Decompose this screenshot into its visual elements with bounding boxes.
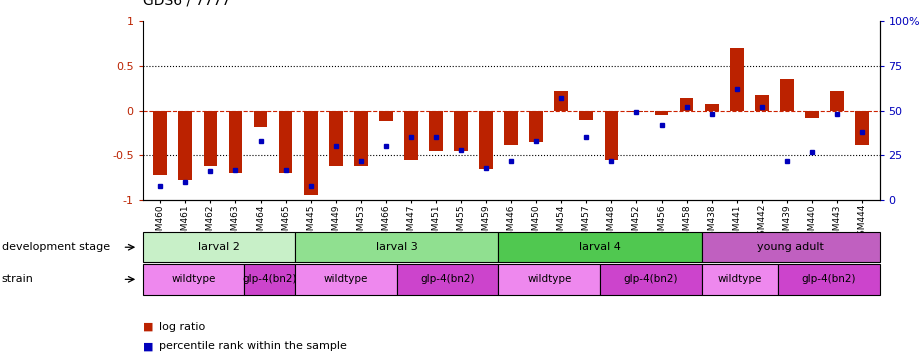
Text: percentile rank within the sample: percentile rank within the sample — [159, 341, 347, 351]
Bar — [228, 111, 242, 173]
Text: larval 2: larval 2 — [198, 242, 239, 252]
Bar — [579, 111, 593, 120]
Text: glp-4(bn2): glp-4(bn2) — [242, 274, 297, 285]
Text: young adult: young adult — [757, 242, 824, 252]
Text: larval 3: larval 3 — [376, 242, 418, 252]
Bar — [354, 111, 367, 166]
Bar — [780, 80, 794, 111]
Bar — [755, 95, 769, 111]
Bar — [830, 91, 844, 111]
Text: larval 4: larval 4 — [579, 242, 621, 252]
Text: development stage: development stage — [2, 242, 110, 252]
Bar — [379, 111, 392, 121]
Bar — [705, 104, 718, 111]
Text: wildtype: wildtype — [171, 274, 216, 285]
Bar — [805, 111, 819, 118]
Text: log ratio: log ratio — [159, 322, 205, 332]
Text: wildtype: wildtype — [527, 274, 571, 285]
Text: ■: ■ — [143, 341, 153, 351]
Bar — [204, 111, 217, 166]
Bar — [655, 111, 669, 115]
Bar — [855, 111, 869, 145]
Bar — [604, 111, 618, 160]
Bar — [404, 111, 418, 160]
Bar — [630, 111, 644, 112]
Text: strain: strain — [2, 274, 34, 285]
Bar — [253, 111, 267, 127]
Text: wildtype: wildtype — [717, 274, 762, 285]
Bar — [304, 111, 318, 195]
Bar — [680, 98, 694, 111]
Bar — [530, 111, 543, 142]
Text: GDS6 / 7777: GDS6 / 7777 — [143, 0, 230, 7]
Bar — [329, 111, 343, 166]
Bar — [179, 111, 192, 180]
Text: glp-4(bn2): glp-4(bn2) — [801, 274, 856, 285]
Bar — [729, 48, 743, 111]
Bar — [154, 111, 168, 175]
Bar — [479, 111, 493, 169]
Bar — [454, 111, 468, 151]
Text: ■: ■ — [143, 322, 153, 332]
Bar — [505, 111, 518, 145]
Bar — [429, 111, 443, 151]
Bar — [279, 111, 293, 173]
Bar — [554, 91, 568, 111]
Text: glp-4(bn2): glp-4(bn2) — [624, 274, 678, 285]
Text: wildtype: wildtype — [324, 274, 368, 285]
Text: glp-4(bn2): glp-4(bn2) — [420, 274, 475, 285]
